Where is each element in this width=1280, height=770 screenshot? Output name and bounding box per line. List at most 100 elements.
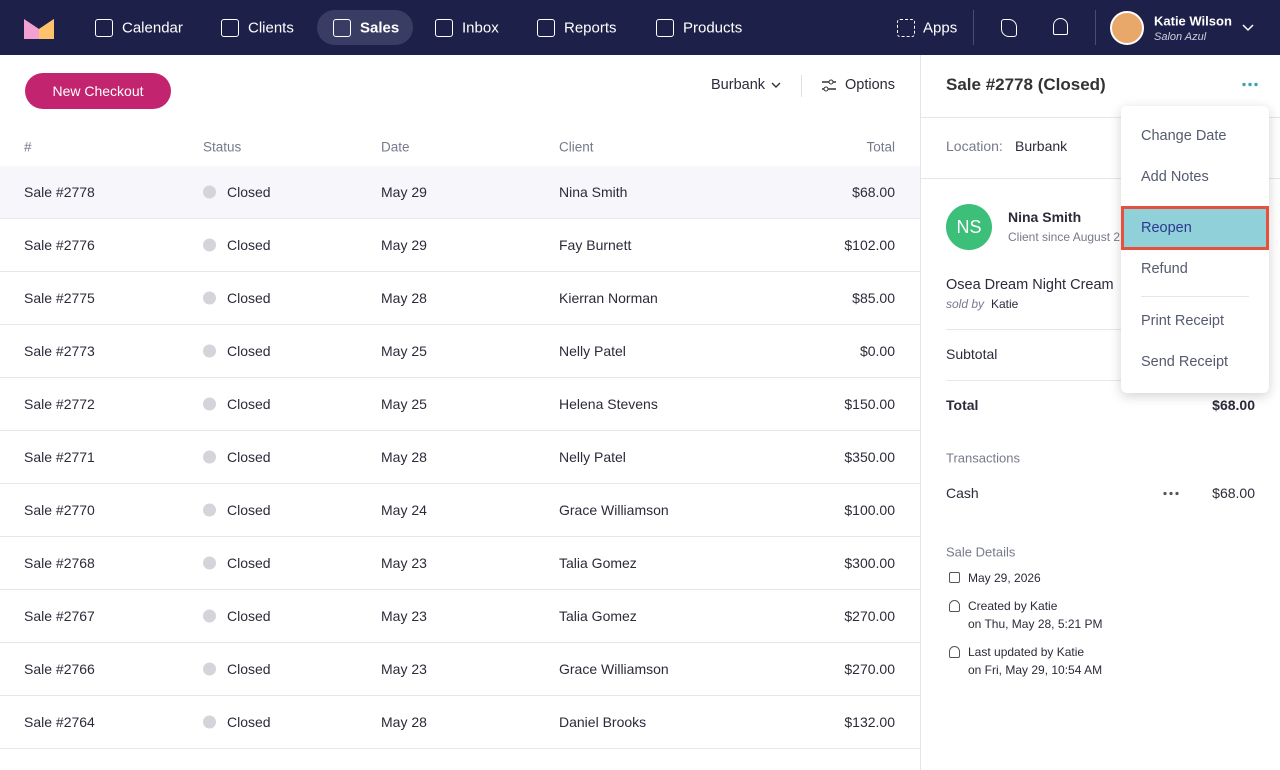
status: Closed: [227, 396, 271, 412]
status: Closed: [227, 661, 271, 677]
divider: [801, 75, 802, 97]
nav-icon: [435, 19, 453, 37]
sale-number: Sale #2766: [24, 661, 95, 677]
sale-number: Sale #2775: [24, 290, 95, 306]
nav-link[interactable]: Calendar: [122, 19, 183, 37]
user-avatar[interactable]: [1110, 11, 1144, 45]
total: $270.00: [844, 608, 895, 624]
menu-item[interactable]: Print Receipt: [1141, 313, 1225, 329]
divider: [973, 10, 974, 45]
nav-link[interactable]: Clients: [248, 19, 294, 37]
date: May 28: [381, 290, 427, 306]
nav-icon: [537, 19, 555, 37]
date: May 23: [381, 608, 427, 624]
total-value: $68.00: [1212, 397, 1255, 413]
nav-link[interactable]: Inbox: [462, 19, 499, 37]
status-dot: [203, 344, 216, 358]
user-menu-chevron[interactable]: [1242, 24, 1254, 32]
client-name[interactable]: Nina Smith: [1008, 209, 1082, 225]
sale-number: Sale #2771: [24, 449, 95, 465]
new-checkout-button[interactable]: New Checkout: [25, 73, 171, 109]
date: May 23: [381, 661, 427, 677]
sale-row[interactable]: Sale #2773 Closed May 25 Nelly Patel $0.00: [0, 325, 920, 378]
transaction-more[interactable]: [1163, 491, 1179, 496]
sale-details-label: Sale Details: [946, 544, 1016, 560]
status-dot: [203, 715, 216, 729]
date: May 24: [381, 502, 427, 518]
sale-row[interactable]: Sale #2770 Closed May 24 Grace Williamson $1…: [0, 484, 920, 537]
client: Fay Burnett: [559, 237, 632, 253]
bell-icon[interactable]: [1053, 18, 1068, 35]
total: $150.00: [844, 396, 895, 412]
sale-number: Sale #2776: [24, 237, 95, 253]
updated-by: Last updated by Katie: [968, 645, 1085, 659]
client: Talia Gomez: [559, 555, 637, 571]
options-button[interactable]: Options: [845, 77, 895, 93]
status: Closed: [227, 290, 271, 306]
divider: [946, 380, 1256, 381]
status-dot: [203, 662, 216, 676]
more-button[interactable]: [1242, 82, 1258, 87]
sale-date: May 29, 2026: [968, 571, 1041, 585]
column-header: Status: [203, 139, 242, 155]
date: May 23: [381, 555, 427, 571]
status-dot: [203, 556, 216, 570]
menu-item[interactable]: Send Receipt: [1141, 354, 1229, 370]
client: Nina Smith: [559, 184, 628, 200]
date: May 29: [381, 237, 427, 253]
menu-item[interactable]: Add Notes: [1141, 169, 1209, 185]
nav-link[interactable]: Reports: [564, 19, 617, 37]
status-dot: [203, 503, 216, 517]
sale-row[interactable]: Sale #2775 Closed May 28 Kierran Norman $85.…: [0, 272, 920, 325]
item-name: Osea Dream Night Cream: [946, 277, 1114, 293]
top-nav: Calendar Clients Sales Inbox Reports Products…: [0, 0, 1280, 55]
menu-item[interactable]: Change Date: [1141, 128, 1227, 144]
logo[interactable]: [24, 17, 54, 39]
divider: [921, 178, 1280, 179]
menu-item[interactable]: Reopen: [1121, 206, 1269, 250]
client: Talia Gomez: [559, 608, 637, 624]
apps-link[interactable]: Apps: [923, 19, 958, 37]
sale-row[interactable]: Sale #2776 Closed May 29 Fay Burnett $102.00: [0, 219, 920, 272]
client: Kierran Norman: [559, 290, 658, 306]
created-by: Created by Katie: [968, 599, 1058, 613]
client: Nelly Patel: [559, 449, 626, 465]
column-header: Date: [381, 139, 410, 155]
sale-row[interactable]: Sale #2778 Closed May 29 Nina Smith $68.00: [0, 166, 920, 219]
column-header: Client: [559, 139, 594, 155]
total: $100.00: [844, 502, 895, 518]
divider: [1095, 10, 1096, 45]
sale-row[interactable]: Sale #2771 Closed May 28 Nelly Patel $350.00: [0, 431, 920, 484]
nav-link[interactable]: Sales: [360, 19, 400, 37]
status: Closed: [227, 184, 271, 200]
client: Grace Williamson: [559, 661, 669, 677]
status: Closed: [227, 608, 271, 624]
status-dot: [203, 609, 216, 623]
location-selector[interactable]: Burbank: [711, 77, 766, 93]
menu-item[interactable]: Refund: [1141, 261, 1188, 277]
nav-icon: [95, 19, 113, 37]
calendar-icon: [949, 572, 960, 583]
date: May 25: [381, 343, 427, 359]
sale-number: Sale #2767: [24, 608, 95, 624]
user-name: Katie Wilson: [1154, 13, 1232, 29]
sale-row[interactable]: Sale #2767 Closed May 23 Talia Gomez $270.00: [0, 590, 920, 643]
status-dot: [203, 291, 216, 305]
apps-icon: [897, 19, 915, 37]
sale-row[interactable]: Sale #2764 Closed May 28 Daniel Brooks $132.…: [0, 696, 920, 749]
sale-row[interactable]: Sale #2766 Closed May 23 Grace Williamson $2…: [0, 643, 920, 696]
total: $132.00: [844, 714, 895, 730]
sale-row[interactable]: Sale #2772 Closed May 25 Helena Stevens $150…: [0, 378, 920, 431]
nav-link[interactable]: Products: [683, 19, 743, 37]
sale-number: Sale #2764: [24, 714, 95, 730]
location-label: Location:: [946, 138, 1003, 154]
column-header: Total: [866, 139, 895, 155]
subtotal-label: Subtotal: [946, 346, 998, 362]
client: Grace Williamson: [559, 502, 669, 518]
nav-icon: [656, 19, 674, 37]
phone-icon[interactable]: [1001, 19, 1017, 37]
location-chevron: [771, 82, 781, 88]
sale-row[interactable]: Sale #2768 Closed May 23 Talia Gomez $300.00: [0, 537, 920, 590]
